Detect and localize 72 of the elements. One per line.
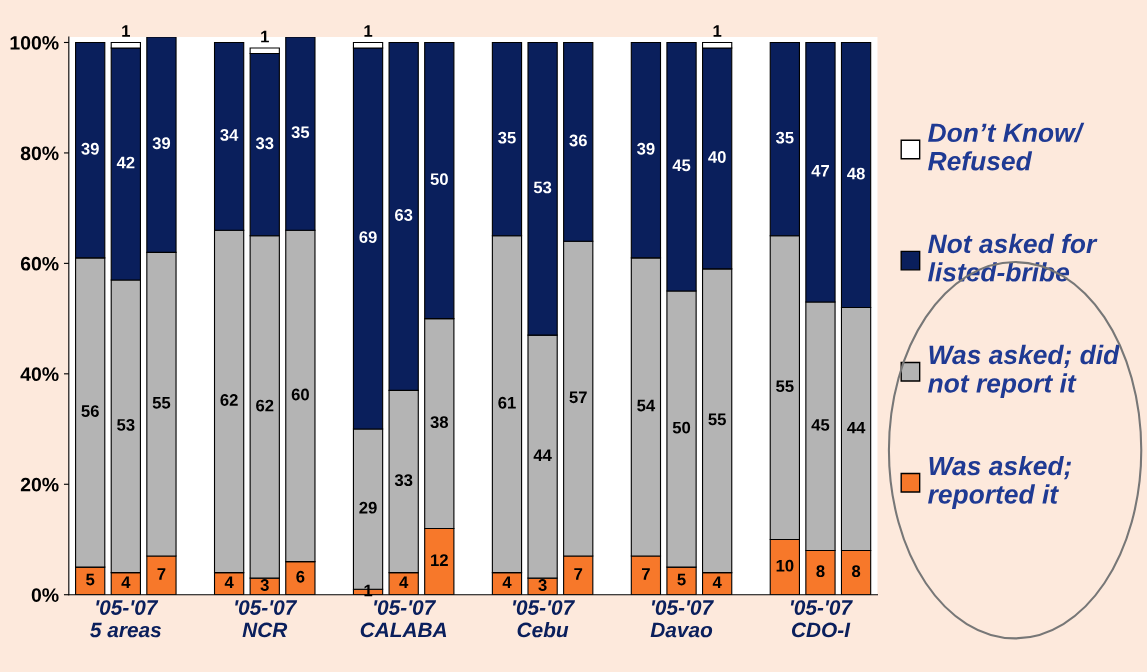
- y-tick-label: 40%: [20, 367, 59, 382]
- data-label: 50: [672, 421, 691, 434]
- data-label: 1: [261, 30, 269, 43]
- data-label: 63: [395, 209, 413, 221]
- data-label: 53: [117, 418, 135, 431]
- data-label: 33: [394, 474, 413, 487]
- y-tick-label: 100%: [10, 35, 59, 50]
- x-tick-label: '05-'07 CALABA: [360, 600, 447, 638]
- x-tick-label: '05-'07 Cebu: [513, 600, 576, 638]
- data-label: 54: [637, 399, 656, 412]
- y-tick-label: 0%: [31, 588, 59, 602]
- data-label: 10: [776, 559, 794, 572]
- legend-label: Was asked; reported it: [928, 455, 1071, 509]
- data-label: 57: [569, 391, 587, 404]
- data-label: 47: [811, 165, 829, 177]
- data-label: 7: [641, 568, 650, 580]
- data-label: 44: [533, 449, 552, 461]
- data-label: 39: [637, 142, 655, 155]
- x-tick-label: '05-'07 CDO-I: [790, 600, 853, 638]
- data-label: 1: [122, 25, 130, 37]
- data-label: 8: [816, 565, 825, 578]
- data-label: 1: [364, 25, 373, 37]
- data-label: 45: [811, 419, 830, 431]
- data-label: 4: [121, 576, 131, 588]
- data-label: 53: [533, 181, 552, 194]
- data-label: 45: [672, 159, 691, 172]
- data-label: 34: [220, 129, 239, 141]
- data-label: 6: [296, 570, 305, 583]
- legend-label: Was asked; did not report it: [928, 344, 1120, 398]
- data-label: 5: [677, 573, 686, 586]
- data-label: 3: [538, 579, 547, 591]
- data-label: 62: [220, 394, 238, 406]
- data-label: 60: [291, 388, 309, 401]
- data-label: 61: [498, 396, 516, 409]
- data-label: 12: [431, 554, 448, 566]
- data-label: 39: [152, 137, 171, 150]
- data-label: 69: [359, 231, 377, 243]
- data-label: 8: [851, 565, 861, 578]
- legend-label: Don’t Know/ Refused: [928, 122, 1085, 171]
- data-label: 36: [569, 134, 587, 147]
- data-label: 55: [152, 397, 171, 409]
- x-tick-label: '05-'07 5 areas: [90, 600, 162, 638]
- data-label: 35: [775, 131, 794, 144]
- data-label: 55: [708, 413, 726, 426]
- data-label: 33: [255, 137, 274, 150]
- y-tick-label: 80%: [20, 146, 59, 161]
- data-label: 7: [574, 568, 583, 580]
- data-label: 4: [502, 576, 512, 588]
- data-label: 62: [256, 399, 274, 412]
- data-label: 42: [116, 156, 135, 169]
- data-label: 1: [713, 25, 722, 37]
- y-tick-label: 60%: [20, 256, 59, 271]
- data-label: 4: [399, 576, 409, 588]
- data-label: 4: [224, 576, 234, 588]
- data-label: 4: [712, 576, 722, 588]
- data-label: 38: [430, 416, 449, 429]
- data-label: 7: [157, 568, 166, 580]
- data-label: 48: [847, 167, 865, 180]
- data-label: 56: [81, 405, 99, 417]
- data-label: 5: [86, 573, 95, 586]
- data-label: 39: [81, 142, 99, 155]
- data-label: 35: [291, 126, 310, 139]
- y-tick-label: 20%: [20, 477, 59, 492]
- data-label: 29: [359, 501, 377, 514]
- data-label: 35: [498, 131, 516, 144]
- x-tick-label: '05-'07 NCR: [235, 600, 298, 638]
- data-label: 55: [776, 380, 794, 393]
- data-label: 50: [430, 173, 448, 186]
- data-label: 3: [260, 579, 269, 591]
- data-label: 40: [708, 151, 726, 163]
- x-tick-label: '05-'07 Davao: [650, 600, 714, 638]
- data-label: 44: [847, 421, 866, 434]
